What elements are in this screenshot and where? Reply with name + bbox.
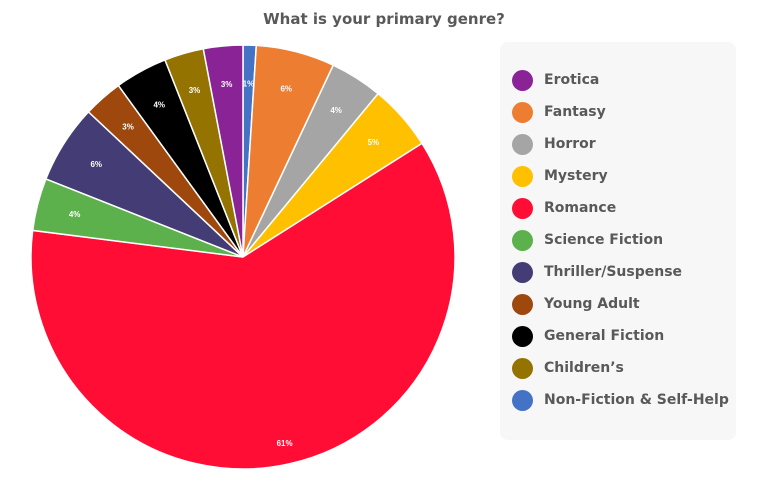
legend-item: Erotica <box>512 64 736 96</box>
legend-swatch <box>512 293 533 315</box>
legend-label: Mystery <box>544 168 608 184</box>
legend-item: Children’s <box>512 352 736 384</box>
legend-label: Science Fiction <box>544 232 664 248</box>
legend-swatch <box>512 389 533 411</box>
legend: Erotica Fantasy Horror Mystery Romance Scienc… <box>500 42 736 440</box>
slice-data-label: 61% <box>277 439 293 448</box>
pie-slice-erotica <box>202 44 244 258</box>
legend-item: Young Adult <box>512 288 736 320</box>
slice-data-label: 6% <box>90 160 102 169</box>
legend-swatch <box>512 69 533 91</box>
legend-item: Non-Fiction & Self-Help <box>512 384 736 416</box>
slice-data-label: 4% <box>153 101 165 110</box>
legend-label: Erotica <box>544 72 600 88</box>
slice-data-label: 4% <box>330 106 342 115</box>
legend-item: Science Fiction <box>512 224 736 256</box>
slice-data-label: 4% <box>69 210 81 219</box>
legend-swatch <box>512 101 533 123</box>
slice-data-label: 5% <box>368 138 380 147</box>
legend-swatch <box>512 197 533 219</box>
slice-data-label: 3% <box>189 86 201 95</box>
legend-swatch <box>512 165 533 187</box>
slice-data-label: 3% <box>221 80 233 89</box>
legend-label: Non-Fiction & Self-Help <box>544 392 729 408</box>
legend-item: Thriller/Suspense <box>512 256 736 288</box>
legend-swatch <box>512 325 533 347</box>
legend-swatch <box>512 357 533 379</box>
legend-label: Romance <box>544 200 617 216</box>
legend-list: Erotica Fantasy Horror Mystery Romance Scienc… <box>500 42 736 416</box>
slice-data-label: 3% <box>122 123 134 132</box>
legend-label: Young Adult <box>544 296 640 312</box>
legend-label: Children’s <box>544 360 624 376</box>
legend-swatch <box>512 133 533 155</box>
legend-label: General Fiction <box>544 328 665 344</box>
legend-swatch <box>512 261 533 283</box>
legend-item: Romance <box>512 192 736 224</box>
legend-item: Horror <box>512 128 736 160</box>
legend-item: Mystery <box>512 160 736 192</box>
legend-swatch <box>512 229 533 251</box>
legend-label: Fantasy <box>544 104 606 120</box>
chart-title: What is your primary genre? <box>263 10 505 28</box>
slice-data-label: 6% <box>280 85 292 94</box>
legend-item: Fantasy <box>512 96 736 128</box>
legend-label: Thriller/Suspense <box>544 264 683 280</box>
legend-label: Horror <box>544 136 596 152</box>
legend-item: General Fiction <box>512 320 736 352</box>
slice-data-label: 1% <box>243 79 255 88</box>
pie-slice-romance <box>30 142 456 470</box>
